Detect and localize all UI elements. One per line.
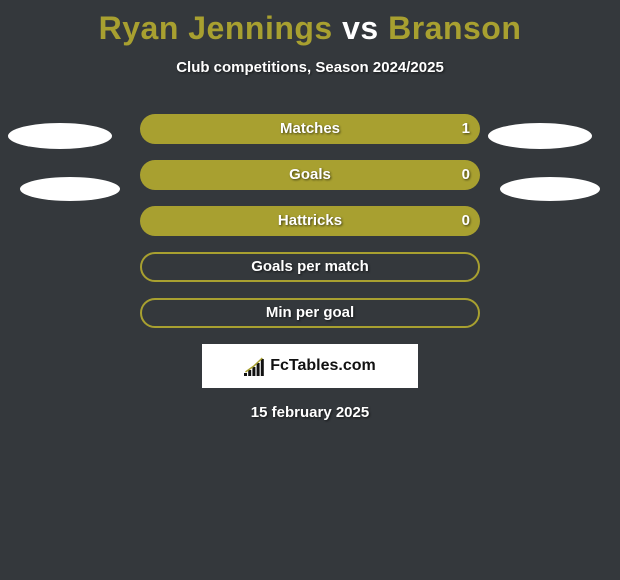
stat-bar-right — [140, 160, 480, 190]
stat-row-2: Hattricks0 — [140, 206, 480, 236]
stat-bar-right — [140, 298, 480, 328]
subtitle: Club competitions, Season 2024/2025 — [0, 59, 620, 76]
stat-row-1: Goals0 — [140, 160, 480, 190]
stat-value-right: 0 — [462, 160, 470, 190]
stat-value-right: 1 — [462, 114, 470, 144]
decorative-ellipse-1 — [488, 123, 592, 149]
stat-row-4: Min per goal — [140, 298, 480, 328]
date-text: 15 february 2025 — [0, 404, 620, 421]
stat-row-0: Matches1 — [140, 114, 480, 144]
decorative-ellipse-0 — [8, 123, 112, 149]
stat-value-right: 0 — [462, 206, 470, 236]
stat-bar-right — [140, 114, 480, 144]
page-title: Ryan Jennings vs Branson — [0, 0, 620, 47]
logo-text: FcTables.com — [270, 357, 376, 375]
stat-bar-right — [140, 206, 480, 236]
decorative-ellipse-2 — [20, 177, 120, 201]
stat-row-3: Goals per match — [140, 252, 480, 282]
logo-box: FcTables.com — [202, 344, 418, 388]
logo-bars-group — [244, 359, 264, 376]
stat-bar-right — [140, 252, 480, 282]
logo-chart-icon — [244, 356, 266, 376]
decorative-ellipse-3 — [500, 177, 600, 201]
